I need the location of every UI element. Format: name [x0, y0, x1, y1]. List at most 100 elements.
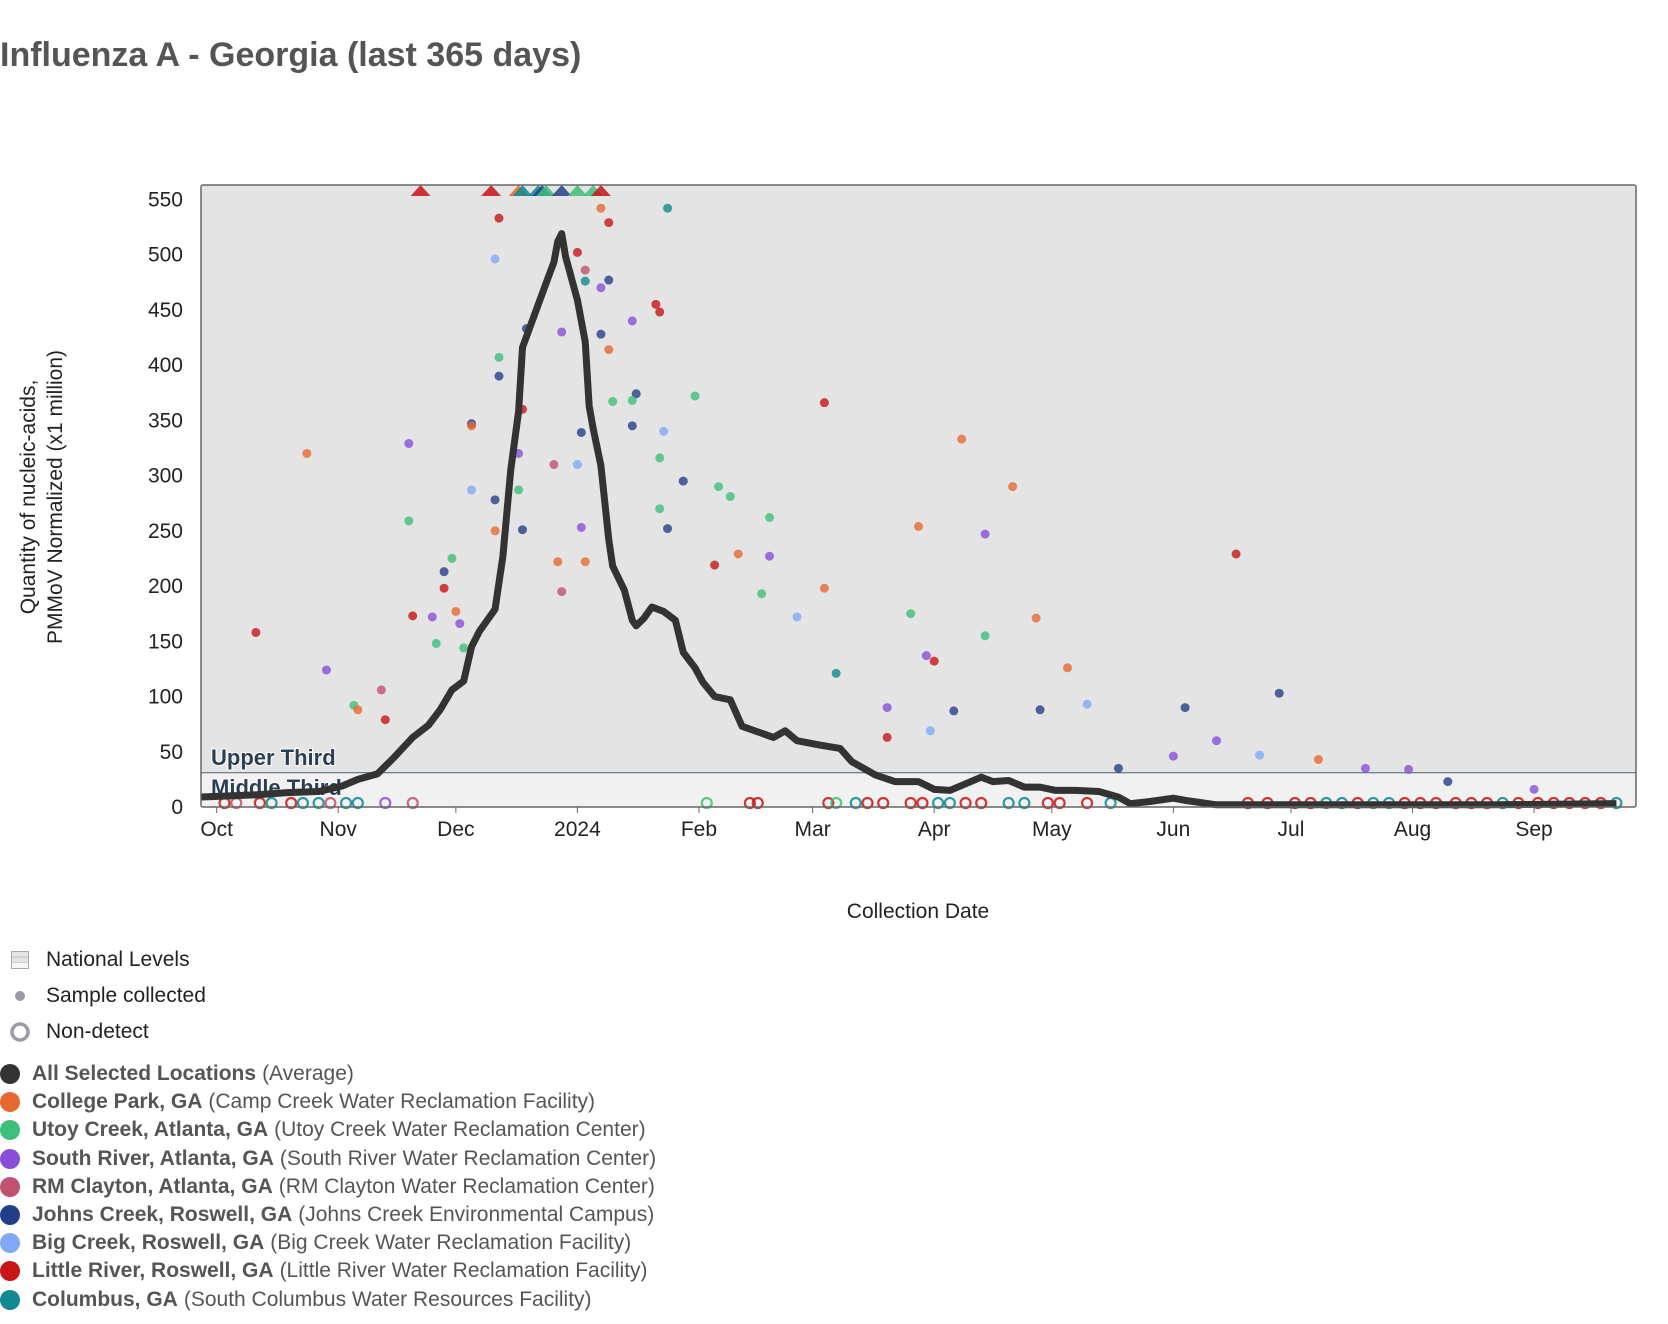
above-range-marker [410, 185, 431, 196]
sample-point [439, 567, 449, 577]
sample-point [459, 643, 469, 653]
y-tick-label: 100 [148, 686, 183, 709]
non-detect-point [265, 796, 278, 810]
legend-item-site[interactable]: RM Clayton, Atlanta, GA (RM Clayton Water… [0, 1173, 656, 1201]
legend-sample-collected-label: Sample collected [46, 984, 206, 1007]
sample-point [427, 612, 437, 622]
site-color-dot-icon [0, 1233, 20, 1254]
sample-point [659, 426, 669, 436]
legend-item-site[interactable]: South River, Atlanta, GA (South River Wat… [0, 1145, 656, 1173]
sample-dot-icon [8, 990, 32, 1002]
above-range-marker [481, 185, 502, 196]
sample-point [408, 611, 418, 621]
sample-point [1360, 763, 1370, 773]
sample-point [576, 427, 586, 437]
non-detect-point [959, 796, 972, 810]
non-detect-point [751, 796, 764, 810]
sample-point [765, 551, 775, 561]
legend-item-name: South River, Atlanta, GA [32, 1146, 274, 1170]
legend-item-site[interactable]: Johns Creek, Roswell, GA (Johns Creek Env… [0, 1201, 656, 1229]
non-detect-point [943, 796, 956, 810]
legend-item-site[interactable]: Columbus, GA (South Columbus Water Resour… [0, 1286, 656, 1314]
legend-item-name: Big Creek, Roswell, GA [32, 1231, 265, 1255]
legend-item-facility: (Johns Creek Environmental Campus) [298, 1203, 655, 1227]
sample-point [980, 529, 990, 539]
sample-point [490, 526, 500, 536]
sample-point [604, 275, 614, 285]
sample-point [321, 665, 331, 675]
non-detect-point [932, 796, 945, 810]
sample-point [882, 703, 892, 713]
y-tick-label: 400 [148, 354, 183, 377]
non-detect-point [1080, 796, 1094, 810]
sample-point [431, 638, 441, 648]
legend-item-facility: (Big Creek Water Reclamation Facility) [270, 1231, 632, 1255]
site-color-dot-icon [0, 1176, 20, 1197]
non-detect-point [324, 796, 337, 810]
above-range-marker [536, 185, 557, 196]
legend-item-average[interactable]: All Selected Locations (Average) [0, 1060, 656, 1088]
sample-point [925, 726, 935, 736]
non-detect-point [351, 796, 364, 810]
sample-point [1008, 482, 1018, 492]
site-color-dot-icon [0, 1148, 20, 1169]
legend-item-site[interactable]: Big Creek, Roswell, GA (Big Creek Water R… [0, 1229, 656, 1257]
legend-series: All Selected Locations (Average) College… [0, 1060, 656, 1314]
legend-item-facility: (South River Water Reclamation Center) [279, 1146, 657, 1170]
non-detect-point [877, 796, 890, 810]
sample-point [518, 525, 528, 535]
y-tick-label: 550 [148, 188, 183, 211]
non-detect-point [975, 796, 988, 810]
y-axis-label-line-2: PMMoV Normalized (x1 million) [44, 350, 67, 644]
sample-point [757, 589, 767, 599]
legend-item-site[interactable]: Utoy Creek, Atlanta, GA (Utoy Creek Water… [0, 1116, 656, 1144]
legend-item-name: RM Clayton, Atlanta, GA [32, 1174, 273, 1198]
y-tick-label: 300 [148, 465, 183, 488]
non-detect-point [1002, 796, 1015, 810]
legend-item-name: Utoy Creek, Atlanta, GA [32, 1118, 269, 1142]
sample-point [494, 371, 504, 381]
site-color-dot-icon [0, 1205, 20, 1226]
legend-national-levels[interactable]: National Levels [8, 942, 206, 978]
y-tick-label: 50 [160, 741, 183, 764]
sample-point [714, 482, 724, 492]
sample-point [627, 421, 637, 431]
sample-point [1082, 699, 1092, 709]
sample-point [1231, 549, 1241, 559]
sample-point [451, 606, 461, 616]
y-axis-label-line-1: Quantity of nucleic-acids, [17, 380, 40, 615]
sample-point [572, 460, 582, 470]
sample-point [439, 583, 449, 593]
site-color-dot-icon [0, 1289, 20, 1310]
x-tick-label: May [1032, 818, 1072, 841]
sample-point [302, 448, 312, 458]
average-line [200, 230, 1617, 809]
legend-item-facility: (South Columbus Water Resources Facility… [183, 1287, 592, 1311]
sample-point [1274, 688, 1284, 698]
sample-point [549, 460, 559, 470]
legend-item-facility: (Utoy Creek Water Reclamation Center) [274, 1118, 646, 1142]
non-detect-point [285, 796, 298, 810]
y-tick-label: 200 [148, 575, 183, 598]
sample-point [580, 557, 590, 567]
y-tick-label: 250 [148, 520, 183, 543]
sample-point [627, 316, 637, 326]
non-detect-point [1041, 796, 1054, 810]
sample-point [553, 557, 563, 567]
non-detect-point [1018, 796, 1031, 810]
sample-point [819, 398, 829, 408]
legend-item-name: Johns Creek, Roswell, GA [32, 1203, 293, 1227]
legend-item-facility: (RM Clayton Water Reclamation Center) [278, 1174, 655, 1198]
sample-point [1035, 705, 1045, 715]
legend-item-site[interactable]: Little River, Roswell, GA (Little River W… [0, 1257, 656, 1285]
sample-point [921, 651, 931, 661]
sample-point [733, 549, 743, 559]
sample-point [819, 583, 829, 593]
legend-item-site[interactable]: College Park, GA (Camp Creek Water Reclam… [0, 1088, 656, 1116]
site-color-dot-icon [0, 1120, 20, 1141]
x-tick-label: 2024 [554, 818, 601, 841]
chart-title: Influenza A - Georgia (last 365 days) [0, 36, 582, 74]
sample-point [596, 283, 606, 293]
